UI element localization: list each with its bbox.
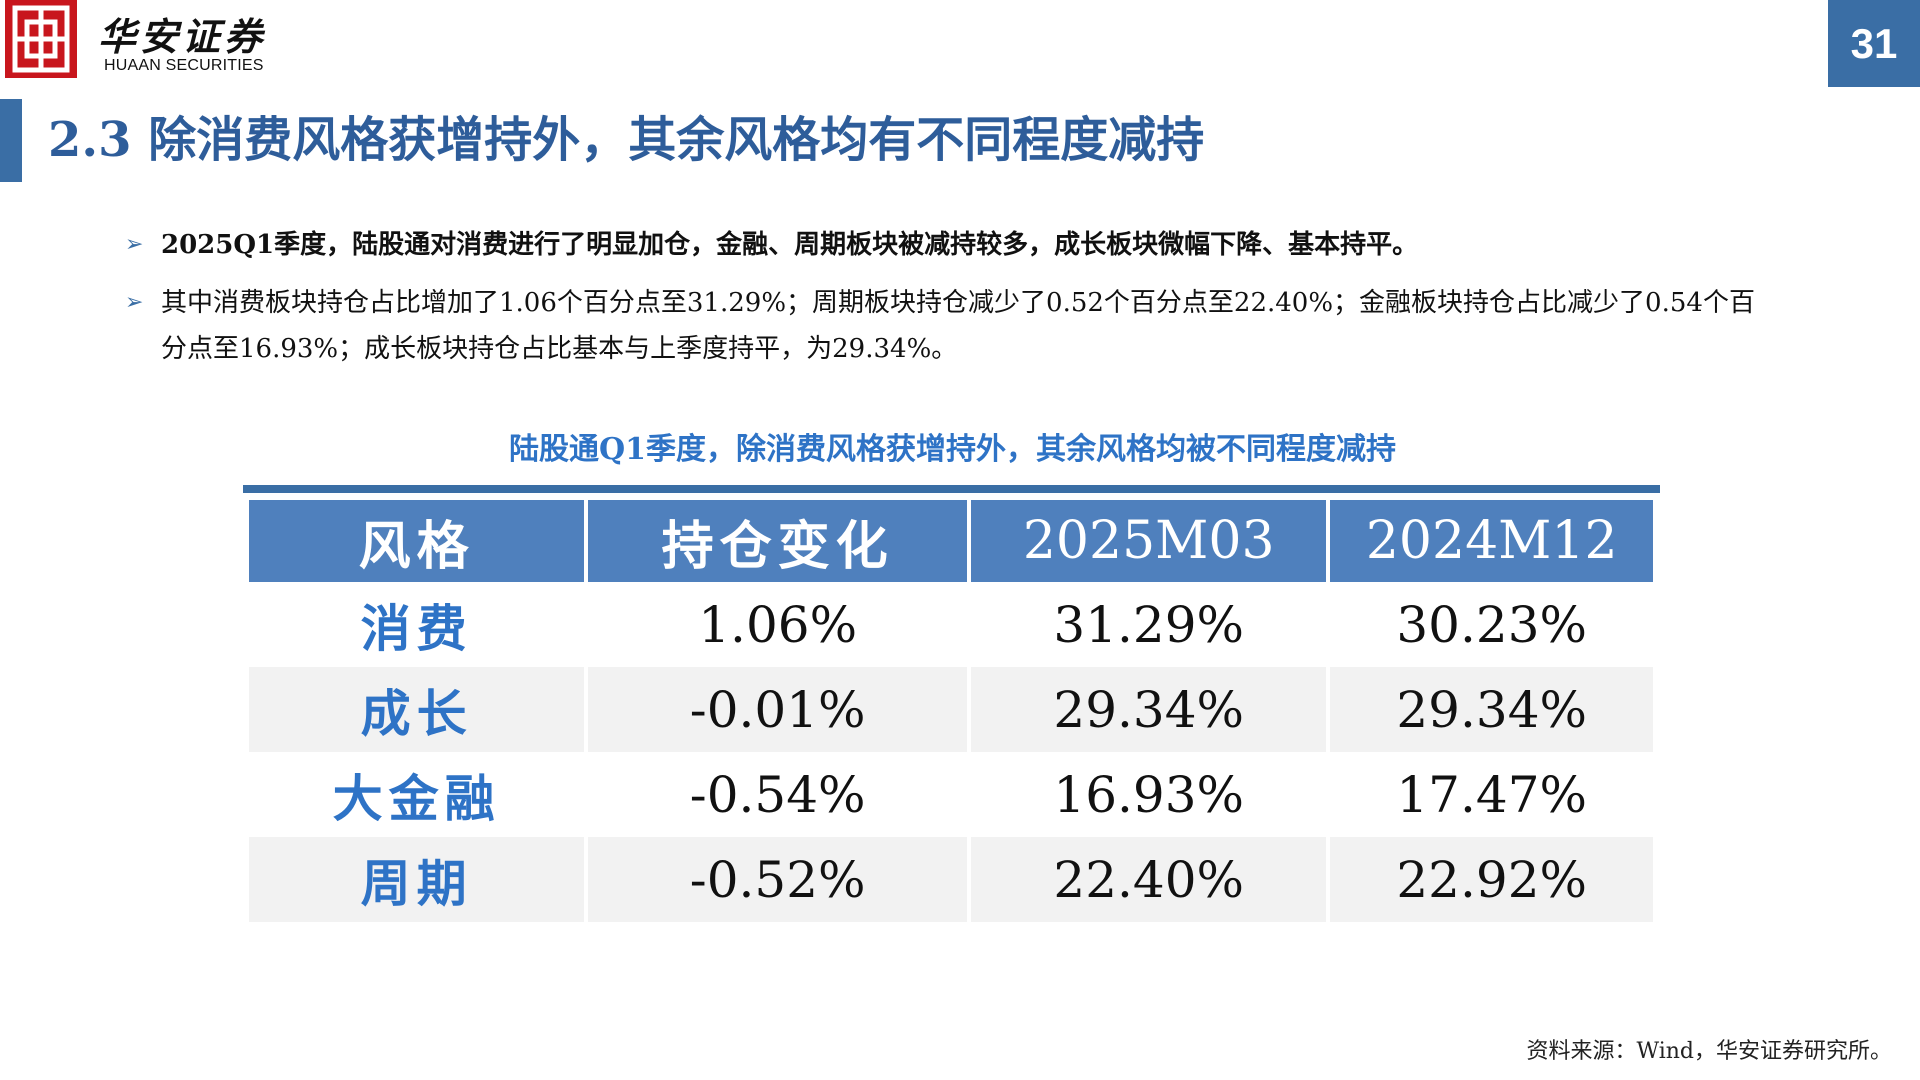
bullet-point: ➢ 其中消费板块持仓占比增加了1.06个百分点至31.29%；周期板块持仓减少了…: [125, 280, 1765, 372]
column-header-change: 持仓变化: [588, 500, 968, 582]
change-cell: -0.01%: [588, 667, 968, 752]
bullet-text: 2025Q1季度，陆股通对消费进行了明显加仓，金融、周期板块被减持较多，成长板块…: [161, 230, 1419, 260]
table-header-row: 风格 持仓变化 2025M03 2024M12: [249, 500, 1653, 582]
2024m12-cell: 29.34%: [1330, 667, 1653, 752]
2025m03-cell: 29.34%: [971, 667, 1327, 752]
change-cell: -0.54%: [689, 765, 866, 824]
table-row: 成长 -0.01% 29.34% 29.34%: [249, 667, 1653, 752]
2025m03-cell: 31.29%: [1053, 595, 1245, 654]
style-cell: 消费: [360, 598, 473, 658]
huaan-logo-icon: [5, 0, 77, 78]
logo-english-text: HUAAN SECURITIES: [104, 57, 264, 74]
column-header-style: 风格: [249, 500, 585, 582]
table-top-rule: [243, 485, 1660, 493]
holdings-table: 风格 持仓变化 2025M03 2024M12 消费 1.06% 31.29% …: [245, 500, 1657, 922]
style-cell: 大金融: [332, 768, 501, 828]
column-header-2025m03: 2025M03: [971, 500, 1327, 582]
change-cell: 1.06%: [698, 595, 858, 654]
arrow-bullet-icon: ➢: [125, 290, 144, 315]
column-header-2024m12: 2024M12: [1330, 500, 1653, 582]
bullet-point: ➢ 2025Q1季度，陆股通对消费进行了明显加仓，金融、周期板块被减持较多，成长…: [125, 222, 1765, 268]
style-cell: 周期: [249, 837, 585, 922]
change-cell: -0.52%: [588, 837, 968, 922]
arrow-bullet-icon: ➢: [125, 232, 144, 257]
source-note: 资料来源：Wind，华安证券研究所。: [1526, 1039, 1892, 1064]
2025m03-cell: 22.40%: [971, 837, 1327, 922]
table-row: 大金融 -0.54% 16.93% 17.47%: [249, 752, 1653, 837]
page-title: 2.3 除消费风格获增持外，其余风格均有不同程度减持: [48, 112, 1205, 168]
2024m12-cell: 22.92%: [1330, 837, 1653, 922]
style-cell: 成长: [249, 667, 585, 752]
2024m12-cell: 17.47%: [1396, 765, 1588, 824]
table-caption: 陆股通Q1季度，除消费风格获增持外，其余风格均被不同程度减持: [508, 432, 1396, 467]
table-row: 消费 1.06% 31.29% 30.23%: [249, 582, 1653, 667]
title-accent-bar: [0, 99, 22, 182]
table-row: 周期 -0.52% 22.40% 22.92%: [249, 837, 1653, 922]
bullet-text: 其中消费板块持仓占比增加了1.06个百分点至31.29%；周期板块持仓减少了0.…: [161, 288, 1755, 364]
page-number: 31: [1828, 0, 1920, 87]
2025m03-cell: 16.93%: [1053, 765, 1245, 824]
logo-chinese-text: 华安证券: [98, 14, 267, 59]
2024m12-cell: 30.23%: [1396, 595, 1588, 654]
